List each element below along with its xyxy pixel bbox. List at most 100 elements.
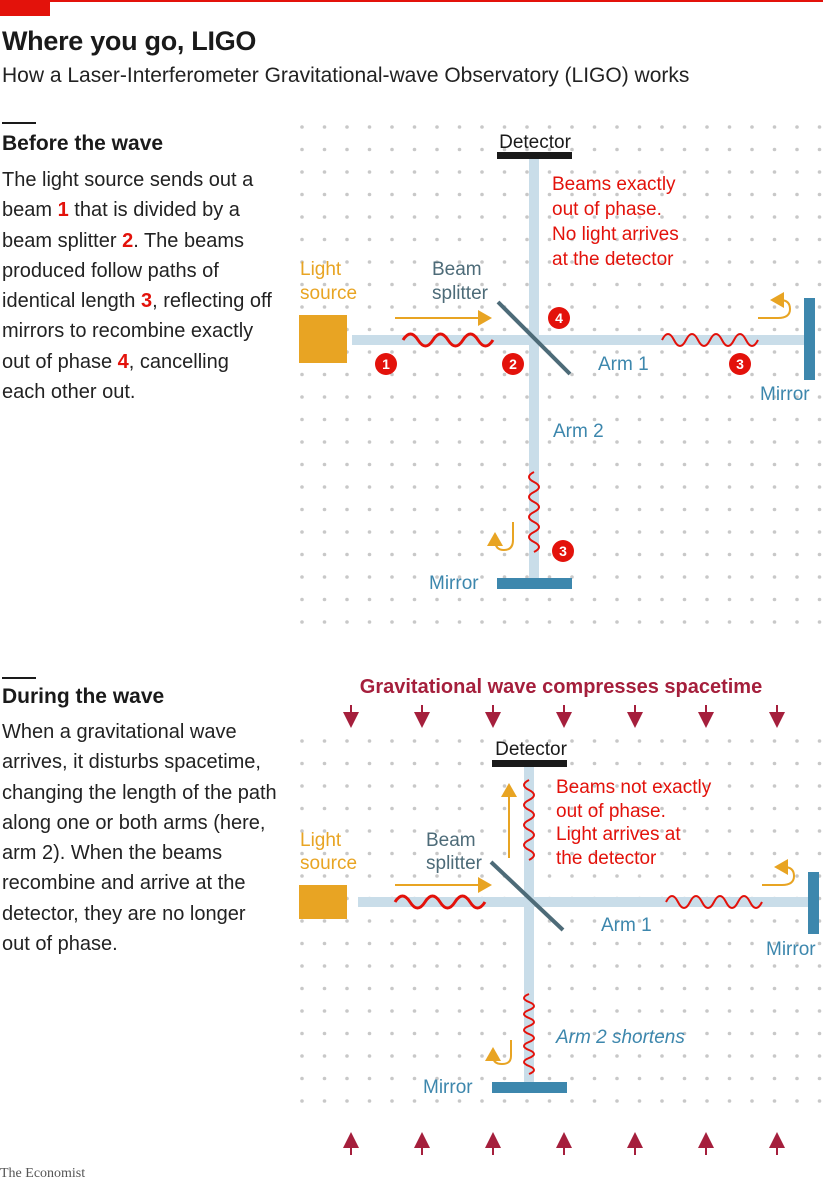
grid-dot: [390, 260, 394, 264]
grid-dot: [682, 851, 687, 856]
grid-dot: [435, 440, 439, 444]
grid-dot: [682, 462, 687, 467]
arm1-label: Arm 1: [598, 354, 649, 375]
grid-dot: [615, 829, 619, 833]
grid-dot: [435, 147, 439, 152]
grid-dot: [592, 784, 597, 788]
grid-dot: [637, 784, 642, 788]
grid-dot: [300, 1031, 304, 1036]
grid-dot: [727, 147, 732, 152]
grid-dot: [570, 575, 574, 579]
grid-dot: [345, 597, 349, 602]
grid-dot: [750, 1009, 754, 1013]
beam-vertical-during: [524, 764, 534, 1082]
grid-dot: [412, 941, 417, 946]
grid-dot: [772, 417, 777, 422]
grid-dot: [727, 237, 732, 242]
grid-dot: [660, 147, 664, 152]
grid-dot: [525, 507, 529, 512]
grid-dot: [637, 874, 642, 878]
grid-dot: [345, 485, 349, 489]
grid-dot: [660, 964, 664, 968]
grid-dot: [300, 1054, 304, 1058]
grid-dot: [727, 462, 732, 467]
before-diagram: Detector Light source Beam splitter Mirr…: [299, 132, 815, 594]
grid-dot: [727, 507, 732, 512]
grid-dot: [615, 806, 619, 811]
mirror-right-label-during: Mirror: [766, 939, 816, 960]
grid-dot: [772, 192, 777, 197]
grid-dot: [570, 1076, 574, 1081]
grid-dot: [592, 237, 597, 242]
grid-dot: [345, 282, 349, 287]
grid-dot: [502, 485, 507, 489]
grid-dot: [682, 507, 687, 512]
grid-dot: [615, 1076, 619, 1081]
grid-dot: [435, 620, 439, 624]
grid-dot: [615, 440, 619, 444]
grid-dot: [502, 851, 507, 856]
top-rule: [0, 0, 823, 2]
grid-dot: [367, 350, 372, 354]
grid-dot: [727, 485, 732, 489]
grid-dot: [367, 237, 372, 242]
grid-dot: [817, 260, 822, 264]
grid-dot: [547, 1031, 552, 1036]
grid-dot: [772, 125, 777, 129]
grid-dot: [772, 986, 777, 991]
grid-dot: [817, 417, 822, 422]
grid-dot: [817, 327, 822, 332]
grid-dot: [592, 739, 597, 743]
grid-dot: [615, 215, 619, 219]
grid-dot: [300, 192, 304, 197]
grid-dot: [817, 440, 822, 444]
grid-dot: [390, 305, 394, 309]
grid-dot: [682, 417, 687, 422]
grid-dot: [615, 620, 619, 624]
grid-dot: [547, 575, 552, 579]
beam-splitter-label-during-2: splitter: [426, 853, 483, 874]
grid-dot: [795, 941, 799, 946]
grid-dot: [502, 327, 507, 332]
grid-dot: [435, 417, 439, 422]
grid-dot: [435, 462, 439, 467]
grid-dot: [502, 395, 507, 399]
grid-dot: [705, 986, 709, 991]
grid-dot: [772, 1009, 777, 1013]
grid-dot: [570, 941, 574, 946]
grid-dot: [345, 919, 349, 923]
note-line-3: No light arrives: [552, 224, 679, 245]
grid-dot: [412, 919, 417, 923]
grid-dot: [502, 507, 507, 512]
grid-dot: [637, 260, 642, 264]
grid-dot: [817, 784, 822, 788]
grid-dot: [525, 395, 529, 399]
grid-dot: [570, 305, 574, 309]
step-number: 4: [117, 350, 129, 373]
grid-dot: [412, 215, 417, 219]
grid-dot: [660, 485, 664, 489]
grid-dot: [660, 260, 664, 264]
grid-dot: [570, 919, 574, 923]
grid-dot: [817, 530, 822, 534]
grid-dot: [457, 1031, 462, 1036]
grid-dot: [795, 806, 799, 811]
grid-dot: [682, 597, 687, 602]
grid-dot: [547, 305, 552, 309]
section-rule-before: [2, 122, 36, 124]
grid-dot: [435, 237, 439, 242]
grid-dot: [525, 575, 529, 579]
grid-dot: [480, 761, 484, 766]
grid-dot: [322, 784, 327, 788]
grid-dot: [660, 761, 664, 766]
grid-dot: [390, 462, 394, 467]
grid-dot: [795, 597, 799, 602]
grid-dot: [322, 147, 327, 152]
grid-dot: [727, 170, 732, 174]
grid-dot: [367, 1009, 372, 1013]
grid-dot: [682, 372, 687, 377]
grid-dot: [570, 964, 574, 968]
grid-dot: [322, 305, 327, 309]
grid-dot: [592, 552, 597, 557]
grid-dot: [412, 282, 417, 287]
